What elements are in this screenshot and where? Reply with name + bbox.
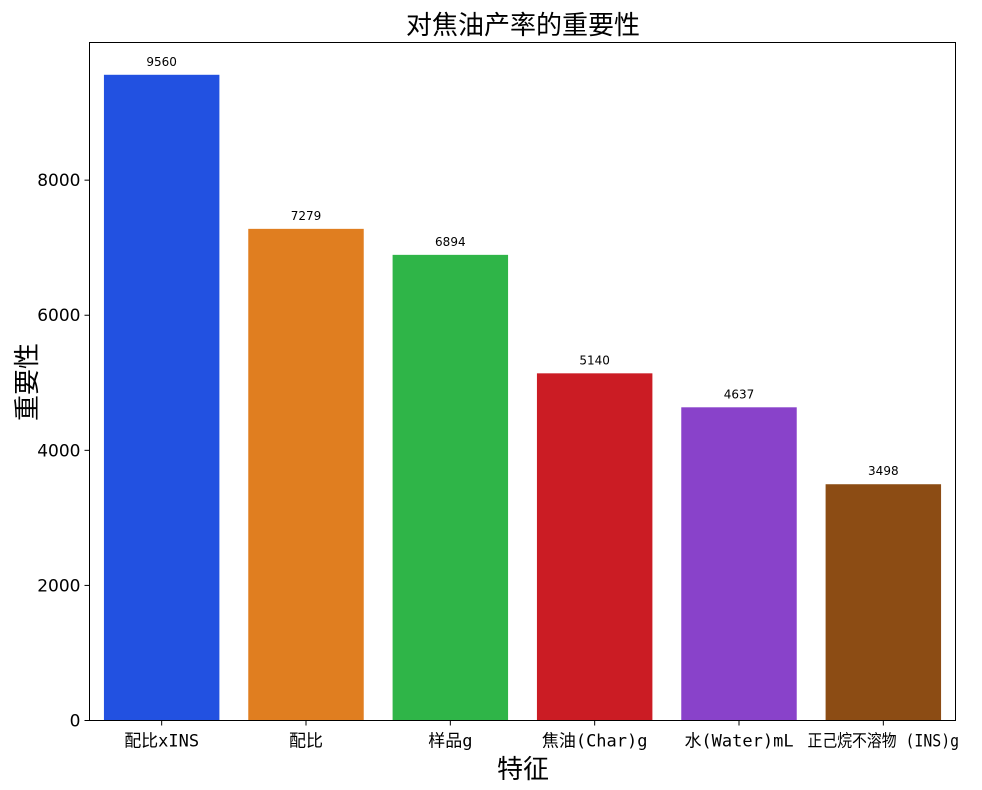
bars-group: 9560 7279 6894 5140 4637 3498 [103,55,942,721]
x-ticks-group: 配比xINS 配比 样品g 焦油(Char)g 水(Water)mL 正己烷不溶物 (IN… [124,720,960,752]
x-tick-label-6: 正己烷不溶物 (INS)g [808,732,960,752]
y-ticks-group: 0 2000 4000 6000 8000 [37,171,90,732]
x-tick-label-5: 水(Water)mL [684,732,793,752]
data-label-4: 5140 [579,353,610,367]
x-tick-label-2: 配比 [289,732,323,752]
bar-5 [681,407,797,721]
data-label-5: 4637 [724,387,755,401]
y-tick-label-3: 4000 [37,441,80,461]
y-tick-label-4: 6000 [37,306,80,326]
data-label-3: 6894 [435,235,466,249]
y-tick-label-1: 0 [70,712,81,732]
bar-6 [825,484,942,721]
x-tick-label-3: 样品g [428,732,472,752]
y-tick-label-5: 8000 [37,171,80,191]
x-tick-label-1: 配比xINS [124,732,199,752]
data-label-2: 7279 [291,209,322,223]
data-label-6: 3498 [868,464,899,478]
bar-2 [248,228,364,721]
plot-frame [89,42,956,721]
x-tick-label-4: 焦油(Char)g [542,732,648,752]
y-tick-label-2: 2000 [37,576,80,596]
x-axis-label: 特征 [497,755,549,785]
bar-4 [536,373,653,721]
bar-3 [392,254,509,721]
y-axis-label: 重要性 [13,343,43,421]
data-label-1: 9560 [146,55,177,69]
chart-title: 对焦油产率的重要性 [406,11,640,41]
bar-1 [103,74,220,721]
